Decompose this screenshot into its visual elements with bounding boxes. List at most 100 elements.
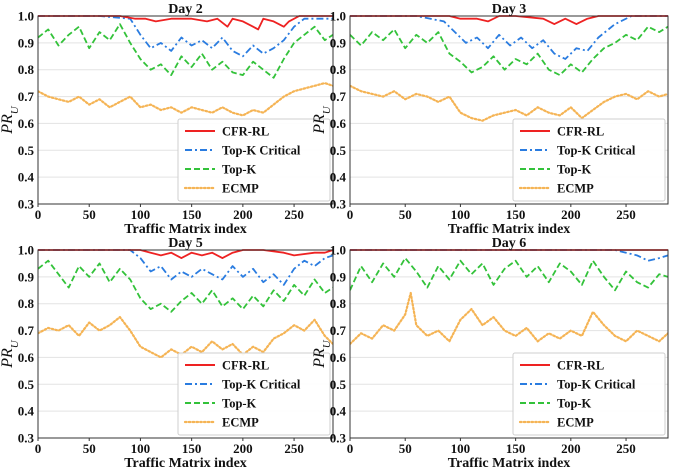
x-tick-label: 0 bbox=[35, 207, 42, 222]
legend-box bbox=[177, 118, 331, 202]
y-tick-label: 0.5 bbox=[18, 143, 35, 158]
legend-label: Top-K Critical bbox=[557, 378, 636, 392]
x-tick-label: 200 bbox=[233, 441, 253, 456]
legend-box bbox=[512, 118, 666, 202]
x-axis-label: Traffic Matrix index bbox=[448, 456, 571, 471]
y-tick-label: 0.4 bbox=[330, 170, 347, 185]
y-tick-label: 0.3 bbox=[330, 197, 347, 212]
y-tick-label: 0.9 bbox=[18, 269, 35, 284]
legend-label: CFR-RL bbox=[557, 359, 604, 373]
x-tick-label: 100 bbox=[451, 441, 471, 456]
series-line-ecmp bbox=[350, 291, 668, 346]
series-line-top-k bbox=[350, 257, 668, 292]
y-tick-label: 0.4 bbox=[18, 170, 35, 185]
y-tick-label: 0.7 bbox=[330, 89, 347, 104]
y-tick-label: 0.6 bbox=[330, 116, 347, 131]
series-line-top-k-critical bbox=[350, 249, 668, 262]
x-tick-label: 200 bbox=[561, 207, 581, 222]
legend-label: Top-K Critical bbox=[557, 144, 636, 158]
legend: CFR-RL Top-K Critical Top-K ECMP bbox=[177, 352, 331, 436]
y-tick-label: 0.9 bbox=[330, 269, 347, 284]
x-tick-label: 150 bbox=[182, 441, 202, 456]
legend: CFR-RL Top-K Critical Top-K ECMP bbox=[177, 118, 331, 202]
x-tick-label: 50 bbox=[83, 441, 96, 456]
series-line-top-k bbox=[350, 25, 668, 76]
y-tick-label: 0.7 bbox=[18, 323, 35, 338]
y-tick-label: 0.4 bbox=[18, 404, 35, 419]
y-tick-label: 0.7 bbox=[330, 323, 347, 338]
legend-label: ECMP bbox=[222, 416, 259, 430]
series-line-top-k bbox=[38, 259, 333, 313]
legend-label: ECMP bbox=[557, 416, 594, 430]
y-tick-label: 1.0 bbox=[18, 243, 34, 258]
legend-label: Top-K bbox=[557, 397, 592, 411]
x-axis-label: Traffic Matrix index bbox=[124, 222, 247, 237]
x-tick-label: 50 bbox=[399, 207, 412, 222]
legend-label: Top-K bbox=[557, 163, 592, 177]
y-tick-label: 0.3 bbox=[18, 197, 35, 212]
chart-panel-3: 0.3 0.4 0.5 0.6 0.7 0.8 0.9 1.0 0 50 100 150 200 250 D… bbox=[0, 236, 334, 471]
x-tick-label: 200 bbox=[233, 207, 253, 222]
y-tick-label: 0.7 bbox=[18, 89, 35, 104]
series-line-top-k-critical bbox=[38, 249, 333, 286]
legend-label: Top-K Critical bbox=[222, 144, 301, 158]
legend-label: CFR-RL bbox=[222, 125, 269, 139]
series-line-cfr-rl bbox=[350, 15, 668, 26]
y-tick-label: 0.3 bbox=[18, 431, 35, 446]
y-tick-label: 0.6 bbox=[18, 116, 35, 131]
legend: CFR-RL Top-K Critical Top-K ECMP bbox=[512, 352, 666, 436]
x-tick-label: 100 bbox=[131, 207, 151, 222]
y-axis-label: PRU bbox=[0, 105, 21, 135]
y-tick-label: 1.0 bbox=[330, 243, 346, 258]
y-tick-label: 0.8 bbox=[330, 296, 347, 311]
legend-label: CFR-RL bbox=[557, 125, 604, 139]
x-tick-label: 200 bbox=[561, 441, 581, 456]
legend-box bbox=[177, 352, 331, 436]
y-tick-label: 0.5 bbox=[18, 377, 35, 392]
x-tick-label: 100 bbox=[131, 441, 151, 456]
chart-title: Day 5 bbox=[168, 236, 203, 251]
y-tick-label: 1.0 bbox=[18, 9, 34, 24]
chart-panel-4: 0.3 0.4 0.5 0.6 0.7 0.8 0.9 1.0 0 50 100 150 200 250 D… bbox=[311, 236, 669, 471]
x-tick-label: 250 bbox=[616, 207, 636, 222]
x-tick-label: 250 bbox=[284, 207, 304, 222]
series-line-top-k-critical bbox=[350, 15, 668, 60]
y-tick-label: 1.0 bbox=[330, 9, 346, 24]
legend-label: CFR-RL bbox=[222, 359, 269, 373]
legend-label: Top-K bbox=[222, 397, 257, 411]
chart-panel-2: 0.3 0.4 0.5 0.6 0.7 0.8 0.9 1.0 0 50 100 150 200 250 D… bbox=[311, 2, 669, 237]
series-line-cfr-rl bbox=[38, 15, 333, 31]
y-tick-label: 0.8 bbox=[18, 62, 35, 77]
legend: CFR-RL Top-K Critical Top-K ECMP bbox=[512, 118, 666, 202]
chart-title: Day 2 bbox=[168, 2, 203, 17]
chart-title: Day 6 bbox=[492, 236, 527, 251]
legend-box bbox=[512, 352, 666, 436]
x-tick-label: 250 bbox=[616, 441, 636, 456]
chart-title: Day 3 bbox=[492, 2, 527, 17]
x-axis-label: Traffic Matrix index bbox=[448, 222, 571, 237]
series-line-cfr-rl bbox=[38, 249, 333, 260]
chart-panel-1: 0.3 0.4 0.5 0.6 0.7 0.8 0.9 1.0 0 50 100 150 200 250 D… bbox=[0, 2, 334, 237]
plot-frame bbox=[37, 15, 334, 205]
series-line-ecmp bbox=[38, 81, 333, 117]
plot-frame bbox=[37, 249, 334, 439]
y-tick-label: 0.9 bbox=[330, 35, 347, 50]
y-tick-label: 0.6 bbox=[18, 350, 35, 365]
x-tick-label: 0 bbox=[35, 441, 42, 456]
y-tick-label: 0.8 bbox=[330, 62, 347, 77]
x-tick-label: 50 bbox=[83, 207, 96, 222]
y-axis-label: PRU bbox=[311, 105, 333, 135]
series-line-ecmp bbox=[38, 316, 333, 359]
legend-label: Top-K bbox=[222, 163, 257, 177]
x-tick-label: 100 bbox=[451, 207, 471, 222]
legend-label: Top-K Critical bbox=[222, 378, 301, 392]
legend-label: ECMP bbox=[222, 182, 259, 196]
x-tick-label: 0 bbox=[347, 441, 354, 456]
plot-frame bbox=[349, 249, 669, 439]
x-tick-label: 150 bbox=[506, 441, 526, 456]
x-tick-label: 0 bbox=[347, 207, 354, 222]
plot-frame bbox=[349, 15, 669, 205]
series-line-ecmp bbox=[350, 84, 668, 122]
x-tick-label: 150 bbox=[506, 207, 526, 222]
